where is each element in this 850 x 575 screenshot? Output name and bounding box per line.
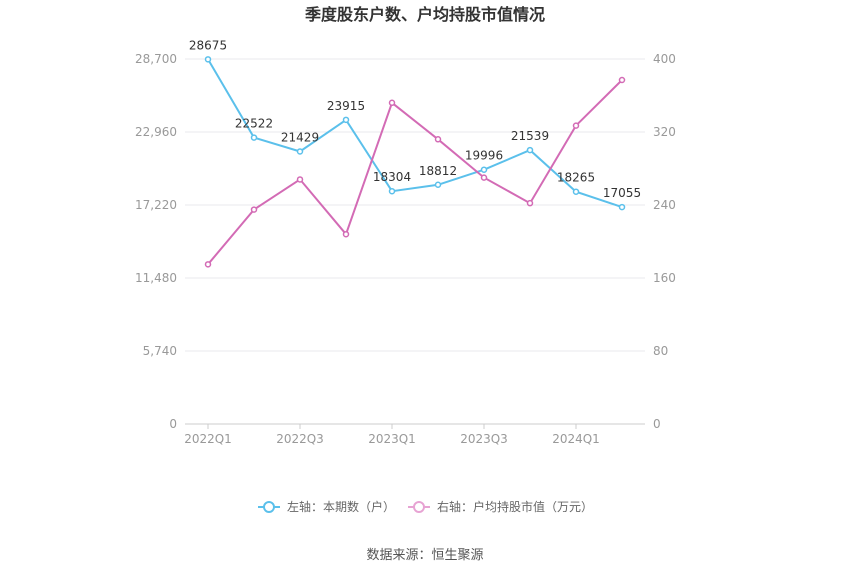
- left-axis-tick-label: 22,960: [135, 125, 177, 139]
- right-axis-tick-label: 240: [653, 198, 676, 212]
- axes: 0 0 5,740 80 11,480 160 17,220 240 22,960 320 28,7…: [135, 52, 676, 446]
- grid: [185, 58, 645, 352]
- series-point-right[interactable]: [342, 230, 350, 238]
- series: [204, 56, 626, 268]
- series-point-right[interactable]: [480, 174, 488, 181]
- chart-title: 季度股东户数、户均持股市值情况: [304, 5, 545, 24]
- left-axis-tick-label: 11,480: [135, 271, 177, 285]
- source-note: 数据来源：恒生聚源: [366, 548, 483, 563]
- series-point-right[interactable]: [434, 136, 442, 143]
- right-axis-tick-label: 160: [653, 271, 676, 285]
- series-point-left[interactable]: [250, 134, 258, 141]
- series-point-left[interactable]: [296, 148, 304, 155]
- series-point-right[interactable]: [526, 199, 534, 207]
- right-axis-tick-label: 320: [653, 125, 676, 139]
- series-point-left[interactable]: [618, 203, 626, 211]
- data-label: 19996: [465, 149, 503, 163]
- series-point-left[interactable]: [204, 56, 212, 63]
- series-line-right: [207, 79, 623, 265]
- series-point-right[interactable]: [204, 261, 212, 268]
- left-axis-tick-label: 17,220: [135, 198, 177, 212]
- data-label: 21539: [511, 129, 549, 143]
- data-label: 18812: [419, 164, 457, 178]
- x-axis-tick-label: 2023Q3: [460, 432, 508, 446]
- legend-label-right: 右轴：户均持股市值（万元）: [437, 499, 593, 514]
- legend-marker-right: [413, 501, 425, 513]
- legend-item-right[interactable]: 右轴：户均持股市值（万元）: [408, 499, 593, 514]
- right-axis-tick-label: 400: [653, 52, 676, 66]
- series-point-right[interactable]: [618, 76, 626, 84]
- left-axis-tick-label: 5,740: [143, 344, 177, 358]
- legend: 左轴：本期数（户） 右轴：户均持股市值（万元）: [258, 499, 593, 514]
- series-line-left: [207, 58, 623, 209]
- right-axis-tick-label: 0: [653, 417, 661, 431]
- series-point-left[interactable]: [388, 187, 396, 195]
- legend-item-left[interactable]: 左轴：本期数（户）: [258, 499, 395, 514]
- data-label: 22522: [235, 117, 273, 131]
- series-point-right[interactable]: [572, 122, 580, 129]
- left-axis-tick-label: 0: [169, 417, 177, 431]
- x-axis-tick-label: 2022Q3: [276, 432, 324, 446]
- series-point-right[interactable]: [388, 99, 396, 107]
- data-label: 23915: [327, 99, 365, 113]
- x-axis-tick-label: 2024Q1: [552, 432, 600, 446]
- legend-label-left: 左轴：本期数（户）: [287, 499, 395, 514]
- left-axis-tick-label: 28,700: [135, 52, 177, 66]
- legend-marker-left: [263, 501, 275, 513]
- data-label: 18304: [373, 170, 411, 184]
- data-label: 21429: [281, 130, 319, 144]
- data-label: 17055: [603, 186, 641, 200]
- series-point-right[interactable]: [250, 206, 258, 213]
- data-label: 18265: [557, 171, 595, 185]
- series-point-left[interactable]: [342, 116, 350, 124]
- series-point-left[interactable]: [480, 166, 488, 173]
- data-labels: 28675 22522 21429 23915 18304 18812 19996 21539…: [189, 38, 641, 200]
- x-axis-tick-label: 2022Q1: [184, 432, 232, 446]
- series-point-left[interactable]: [434, 181, 442, 189]
- series-point-right[interactable]: [296, 176, 304, 183]
- series-point-left[interactable]: [572, 188, 580, 195]
- data-label: 28675: [189, 38, 227, 52]
- right-axis-tick-label: 80: [653, 344, 668, 358]
- series-point-left[interactable]: [526, 146, 534, 154]
- x-axis-tick-label: 2023Q1: [368, 432, 416, 446]
